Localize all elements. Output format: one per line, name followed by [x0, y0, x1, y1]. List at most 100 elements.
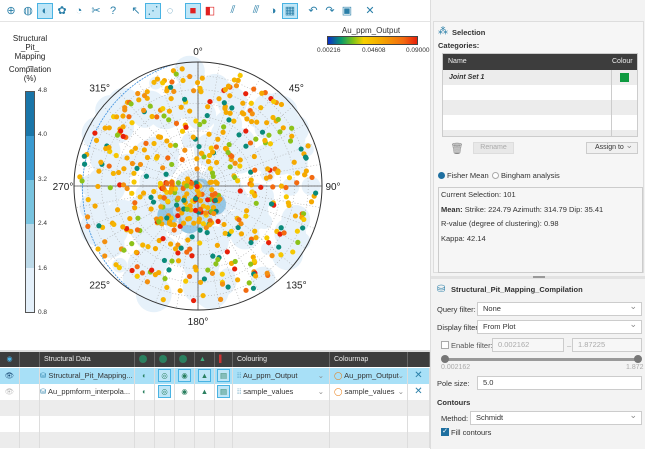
pole-point[interactable] [264, 235, 270, 241]
pole-point[interactable] [175, 195, 181, 201]
pole-point[interactable] [232, 160, 238, 166]
pole-point[interactable] [169, 79, 175, 85]
pole-point[interactable] [181, 197, 187, 203]
pole-point[interactable] [253, 273, 259, 279]
pole-point[interactable] [132, 200, 138, 206]
pole-point[interactable] [221, 124, 227, 130]
pole-point[interactable] [144, 279, 151, 285]
pole-point[interactable] [251, 153, 257, 160]
pole-point[interactable] [313, 190, 319, 196]
slider-min-handle[interactable] [441, 355, 449, 363]
pole-point[interactable] [258, 105, 264, 111]
pole-point[interactable] [190, 134, 196, 140]
legend-toggle-icon[interactable]: ▤ [217, 369, 230, 382]
pole-point[interactable] [197, 121, 203, 128]
table-row[interactable]: 👁 ⛁ Au_ppmform_interpola... ◐ ◎ ◉ ▲ ▤ ⁞⁞ sample… [0, 384, 430, 400]
pole-point[interactable] [122, 105, 128, 111]
enable-filter-checkbox[interactable] [441, 341, 449, 349]
pole-point[interactable] [235, 277, 241, 283]
pole-point[interactable] [214, 159, 220, 166]
pole-point[interactable] [213, 197, 219, 203]
pole-point[interactable] [214, 242, 220, 248]
pole-point[interactable] [190, 297, 197, 304]
category-row[interactable] [443, 70, 637, 85]
pole-point[interactable] [236, 217, 242, 223]
pole-point[interactable] [215, 256, 221, 263]
pole-point[interactable] [309, 174, 315, 181]
pole-point[interactable] [177, 223, 183, 229]
pole-point[interactable] [225, 284, 231, 290]
pole-point[interactable] [219, 281, 226, 287]
pole-point[interactable] [200, 221, 206, 227]
pole-point[interactable] [162, 276, 168, 282]
globe-icon[interactable]: ◍ [23, 5, 33, 17]
pole-point[interactable] [208, 179, 214, 185]
pole-point[interactable] [204, 112, 210, 119]
pole-point[interactable] [129, 120, 135, 126]
pole-point[interactable] [206, 152, 213, 159]
pole-point[interactable] [135, 215, 141, 221]
pole-point[interactable] [197, 206, 204, 212]
pole-point[interactable] [243, 213, 249, 219]
pole-point[interactable] [222, 230, 228, 236]
pole-point[interactable] [265, 166, 271, 172]
visibility-header-icon[interactable]: ◉ [0, 352, 20, 367]
pole-point[interactable] [184, 191, 190, 197]
pole-point[interactable] [124, 155, 130, 161]
pole-point[interactable] [227, 110, 233, 116]
pole-point[interactable] [185, 176, 191, 182]
pole-point[interactable] [278, 252, 284, 258]
pole-point[interactable] [193, 118, 199, 124]
pole-point[interactable] [213, 144, 219, 150]
fill-contours-checkbox[interactable]: ✓ [441, 428, 449, 436]
poles[interactable] [77, 66, 319, 304]
pole-point[interactable] [222, 145, 229, 152]
pole-point[interactable] [179, 66, 185, 72]
pole-point[interactable] [269, 253, 275, 259]
query-filter-select[interactable]: None [477, 300, 642, 316]
pole-point[interactable] [169, 258, 175, 264]
pole-point[interactable] [295, 239, 301, 245]
select-poles-icon[interactable]: ⋰ [145, 2, 161, 19]
pole-point[interactable] [210, 253, 216, 259]
pole-point[interactable] [120, 224, 126, 230]
display-filter-select[interactable]: From Plot [477, 318, 642, 334]
pole-point[interactable] [249, 111, 255, 117]
pole-point[interactable] [252, 167, 258, 173]
pole-point[interactable] [211, 210, 217, 217]
pole-point[interactable] [156, 237, 162, 244]
pole-point[interactable] [127, 215, 133, 222]
pole-point[interactable] [95, 246, 101, 252]
pole-point[interactable] [139, 270, 146, 276]
pole-point[interactable] [218, 296, 224, 302]
pole-point[interactable] [179, 156, 185, 163]
pole-point[interactable] [166, 267, 172, 273]
pole-point[interactable] [289, 133, 295, 139]
pole-point[interactable] [209, 270, 216, 276]
colouring-header[interactable]: Colouring [233, 352, 330, 367]
pole-point[interactable] [308, 199, 315, 205]
pole-point[interactable] [205, 197, 211, 203]
pole-point[interactable] [175, 258, 182, 264]
pole-point[interactable] [161, 257, 168, 264]
pole-point[interactable] [236, 132, 242, 138]
pole-point[interactable] [237, 72, 243, 79]
pole-point[interactable] [305, 143, 311, 149]
pole-point[interactable] [118, 128, 124, 134]
pole-point[interactable] [128, 228, 134, 234]
pole-point[interactable] [226, 117, 232, 123]
pole-point[interactable] [276, 244, 282, 250]
save-icon[interactable]: ▣ [341, 5, 353, 17]
pole-point[interactable] [140, 190, 147, 196]
pole-point[interactable] [169, 179, 175, 185]
pole-point[interactable] [207, 98, 213, 105]
pole-point[interactable] [225, 149, 231, 156]
visibility-toggle-icon[interactable]: 👁 [0, 368, 20, 384]
pole-point[interactable] [164, 88, 170, 94]
pole-point[interactable] [193, 196, 199, 202]
pole-point[interactable] [121, 166, 127, 172]
pole-point[interactable] [151, 188, 157, 195]
pole-point[interactable] [223, 109, 229, 116]
pole-point[interactable] [248, 239, 254, 246]
pole-point[interactable] [151, 79, 157, 85]
